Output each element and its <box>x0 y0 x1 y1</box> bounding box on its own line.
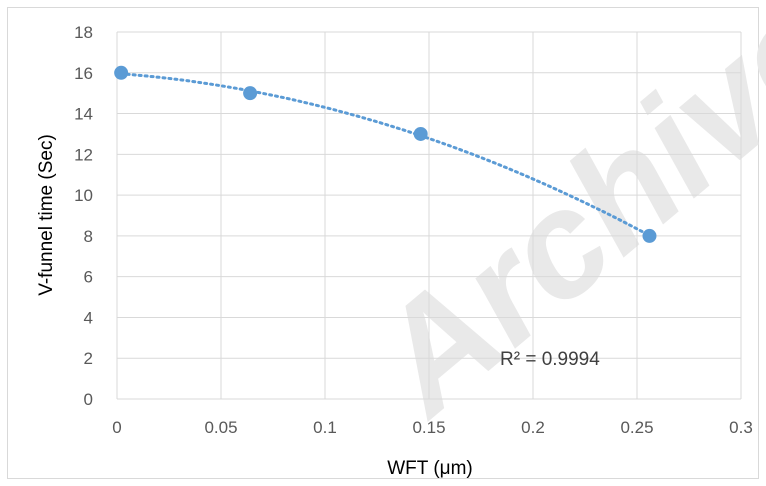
y-tick-label: 8 <box>84 227 93 246</box>
x-tick-label: 0.1 <box>313 418 337 437</box>
trendline-curve <box>119 72 651 237</box>
watermark: Archive of SID <box>340 0 766 447</box>
x-tick-label: 0.2 <box>521 418 545 437</box>
watermark-text: Archive of SID <box>340 0 766 447</box>
data-point <box>243 86 258 101</box>
trendline <box>119 72 651 237</box>
axes: 0 2 4 6 8 10 12 14 16 18 0 0.05 0.1 0.15 0.2 0.25 0.3 <box>74 23 753 437</box>
x-tick-label: 0.15 <box>412 418 445 437</box>
y-tick-label: 6 <box>84 268 93 287</box>
y-tick-label: 12 <box>74 145 93 164</box>
y-axis-title: V-funnel time (Sec) <box>36 134 57 296</box>
x-axis-title: WFT (μm) <box>387 458 473 479</box>
x-tick-label: 0.25 <box>620 418 653 437</box>
y-tick-label: 18 <box>74 23 93 42</box>
data-point <box>413 126 428 141</box>
y-tick-label: 4 <box>84 308 93 327</box>
y-tick-label: 16 <box>74 64 93 83</box>
r-squared-label: R² = 0.9994 <box>500 349 600 370</box>
data-point <box>642 228 657 243</box>
data-point <box>114 65 129 80</box>
data-points <box>114 65 657 243</box>
x-tick-label: 0.05 <box>204 418 237 437</box>
chart-frame <box>7 7 759 479</box>
y-tick-label: 14 <box>74 105 93 124</box>
x-tick-label: 0.3 <box>729 418 753 437</box>
x-tick-label: 0 <box>112 418 121 437</box>
y-tick-label: 2 <box>84 349 93 368</box>
y-tick-label: 10 <box>74 186 93 205</box>
grid <box>116 31 742 400</box>
y-tick-label: 0 <box>84 390 93 409</box>
